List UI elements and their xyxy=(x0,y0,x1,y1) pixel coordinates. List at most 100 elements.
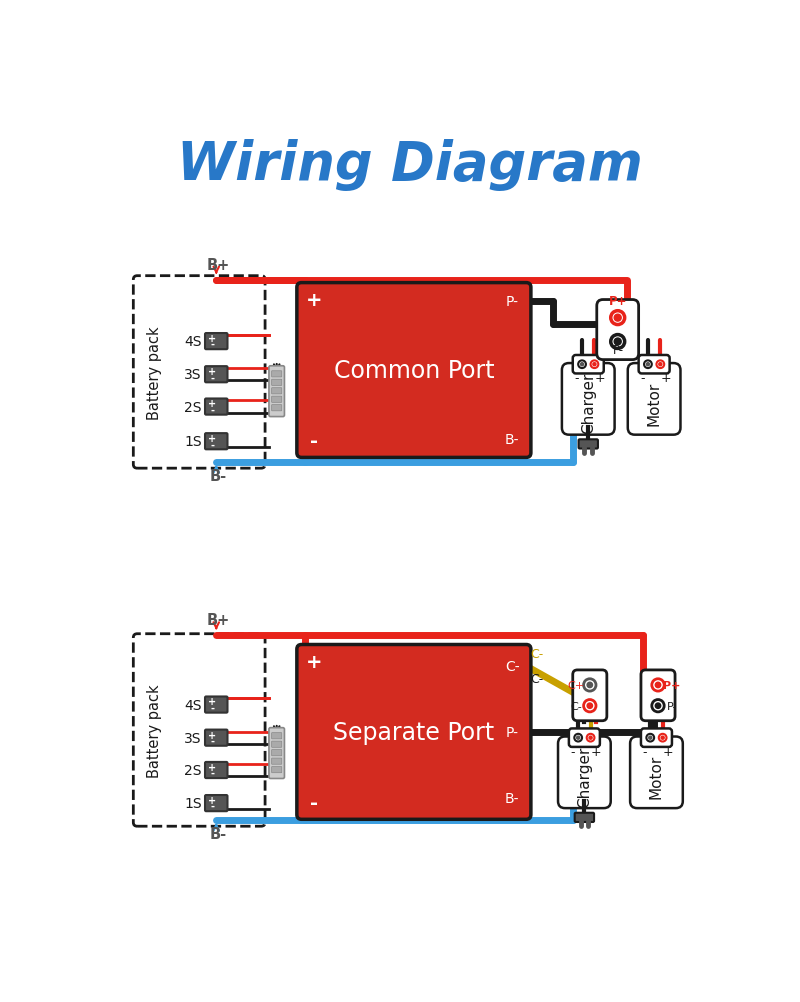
Circle shape xyxy=(578,361,586,369)
Text: -: - xyxy=(570,744,575,758)
Text: P+: P+ xyxy=(610,295,628,308)
FancyBboxPatch shape xyxy=(205,434,227,450)
FancyBboxPatch shape xyxy=(205,334,227,350)
FancyBboxPatch shape xyxy=(558,736,610,809)
FancyBboxPatch shape xyxy=(272,741,282,747)
Text: -: - xyxy=(210,373,214,383)
Text: -: - xyxy=(574,372,579,385)
Circle shape xyxy=(586,734,594,741)
FancyBboxPatch shape xyxy=(269,367,285,417)
Text: 2S: 2S xyxy=(184,400,202,414)
FancyBboxPatch shape xyxy=(297,284,531,458)
FancyBboxPatch shape xyxy=(205,763,227,779)
Circle shape xyxy=(655,682,661,688)
FancyBboxPatch shape xyxy=(597,301,638,361)
Circle shape xyxy=(646,734,654,741)
Text: P-: P- xyxy=(666,701,677,711)
FancyBboxPatch shape xyxy=(272,767,282,773)
Text: +: + xyxy=(208,796,217,806)
Text: -: - xyxy=(210,703,214,713)
Circle shape xyxy=(614,339,621,346)
FancyBboxPatch shape xyxy=(630,736,683,809)
Circle shape xyxy=(610,312,625,326)
Circle shape xyxy=(583,679,596,691)
FancyBboxPatch shape xyxy=(569,728,600,747)
Circle shape xyxy=(577,736,580,739)
FancyBboxPatch shape xyxy=(574,813,594,823)
Text: B-: B- xyxy=(210,468,226,483)
Text: C-: C- xyxy=(530,647,543,660)
Text: B-: B- xyxy=(210,826,226,841)
Text: B+: B+ xyxy=(206,258,230,273)
Text: B+: B+ xyxy=(206,613,230,627)
Text: +: + xyxy=(208,434,217,444)
FancyBboxPatch shape xyxy=(628,364,681,435)
Text: -: - xyxy=(310,793,318,812)
Text: +: + xyxy=(208,334,217,344)
Circle shape xyxy=(581,364,583,367)
FancyBboxPatch shape xyxy=(205,729,227,746)
Circle shape xyxy=(655,703,661,708)
FancyBboxPatch shape xyxy=(205,399,227,415)
FancyBboxPatch shape xyxy=(641,728,672,747)
FancyBboxPatch shape xyxy=(272,732,282,739)
Text: -: - xyxy=(210,802,214,812)
FancyBboxPatch shape xyxy=(641,670,675,721)
Text: +: + xyxy=(306,291,322,310)
FancyBboxPatch shape xyxy=(269,727,285,779)
Text: 3S: 3S xyxy=(184,368,202,382)
Text: P-: P- xyxy=(506,295,518,309)
Text: +: + xyxy=(594,372,605,385)
FancyBboxPatch shape xyxy=(205,367,227,383)
Text: C-: C- xyxy=(530,672,543,685)
Text: +: + xyxy=(662,744,674,758)
Circle shape xyxy=(652,679,664,691)
Circle shape xyxy=(587,703,593,708)
FancyBboxPatch shape xyxy=(272,405,282,412)
Text: Common Port: Common Port xyxy=(334,359,494,383)
Circle shape xyxy=(589,736,592,739)
FancyBboxPatch shape xyxy=(272,380,282,386)
Text: +: + xyxy=(306,652,322,671)
Circle shape xyxy=(587,682,593,688)
Text: -: - xyxy=(310,432,318,451)
Circle shape xyxy=(658,364,662,367)
FancyBboxPatch shape xyxy=(272,759,282,765)
FancyBboxPatch shape xyxy=(578,440,598,449)
Circle shape xyxy=(590,361,598,369)
FancyBboxPatch shape xyxy=(573,670,607,721)
Text: B-: B- xyxy=(505,791,519,805)
Text: P-: P- xyxy=(613,344,624,357)
Text: -: - xyxy=(642,744,647,758)
Text: 2S: 2S xyxy=(184,764,202,778)
FancyBboxPatch shape xyxy=(272,372,282,378)
Text: -: - xyxy=(210,440,214,450)
Text: Charger: Charger xyxy=(577,745,592,807)
Circle shape xyxy=(646,364,650,367)
FancyBboxPatch shape xyxy=(573,356,604,374)
FancyBboxPatch shape xyxy=(272,389,282,395)
Circle shape xyxy=(593,364,596,367)
Text: Battery pack: Battery pack xyxy=(146,326,162,419)
Text: 4S: 4S xyxy=(184,697,202,711)
Circle shape xyxy=(574,734,582,741)
Circle shape xyxy=(658,734,666,741)
Text: 1S: 1S xyxy=(184,797,202,811)
Text: +: + xyxy=(208,763,217,773)
Text: Motor: Motor xyxy=(649,755,664,799)
Text: C+: C+ xyxy=(567,680,585,690)
Text: -: - xyxy=(210,769,214,779)
FancyBboxPatch shape xyxy=(562,364,614,435)
Text: Wiring Diagram: Wiring Diagram xyxy=(177,139,643,190)
Text: -: - xyxy=(210,736,214,746)
FancyBboxPatch shape xyxy=(272,397,282,403)
Text: +: + xyxy=(208,729,217,739)
Text: -: - xyxy=(210,405,214,415)
Circle shape xyxy=(610,336,625,349)
Text: -: - xyxy=(210,340,214,350)
FancyBboxPatch shape xyxy=(272,749,282,757)
Circle shape xyxy=(661,736,664,739)
Circle shape xyxy=(657,361,664,369)
Text: Motor: Motor xyxy=(646,381,662,426)
Circle shape xyxy=(614,315,621,322)
